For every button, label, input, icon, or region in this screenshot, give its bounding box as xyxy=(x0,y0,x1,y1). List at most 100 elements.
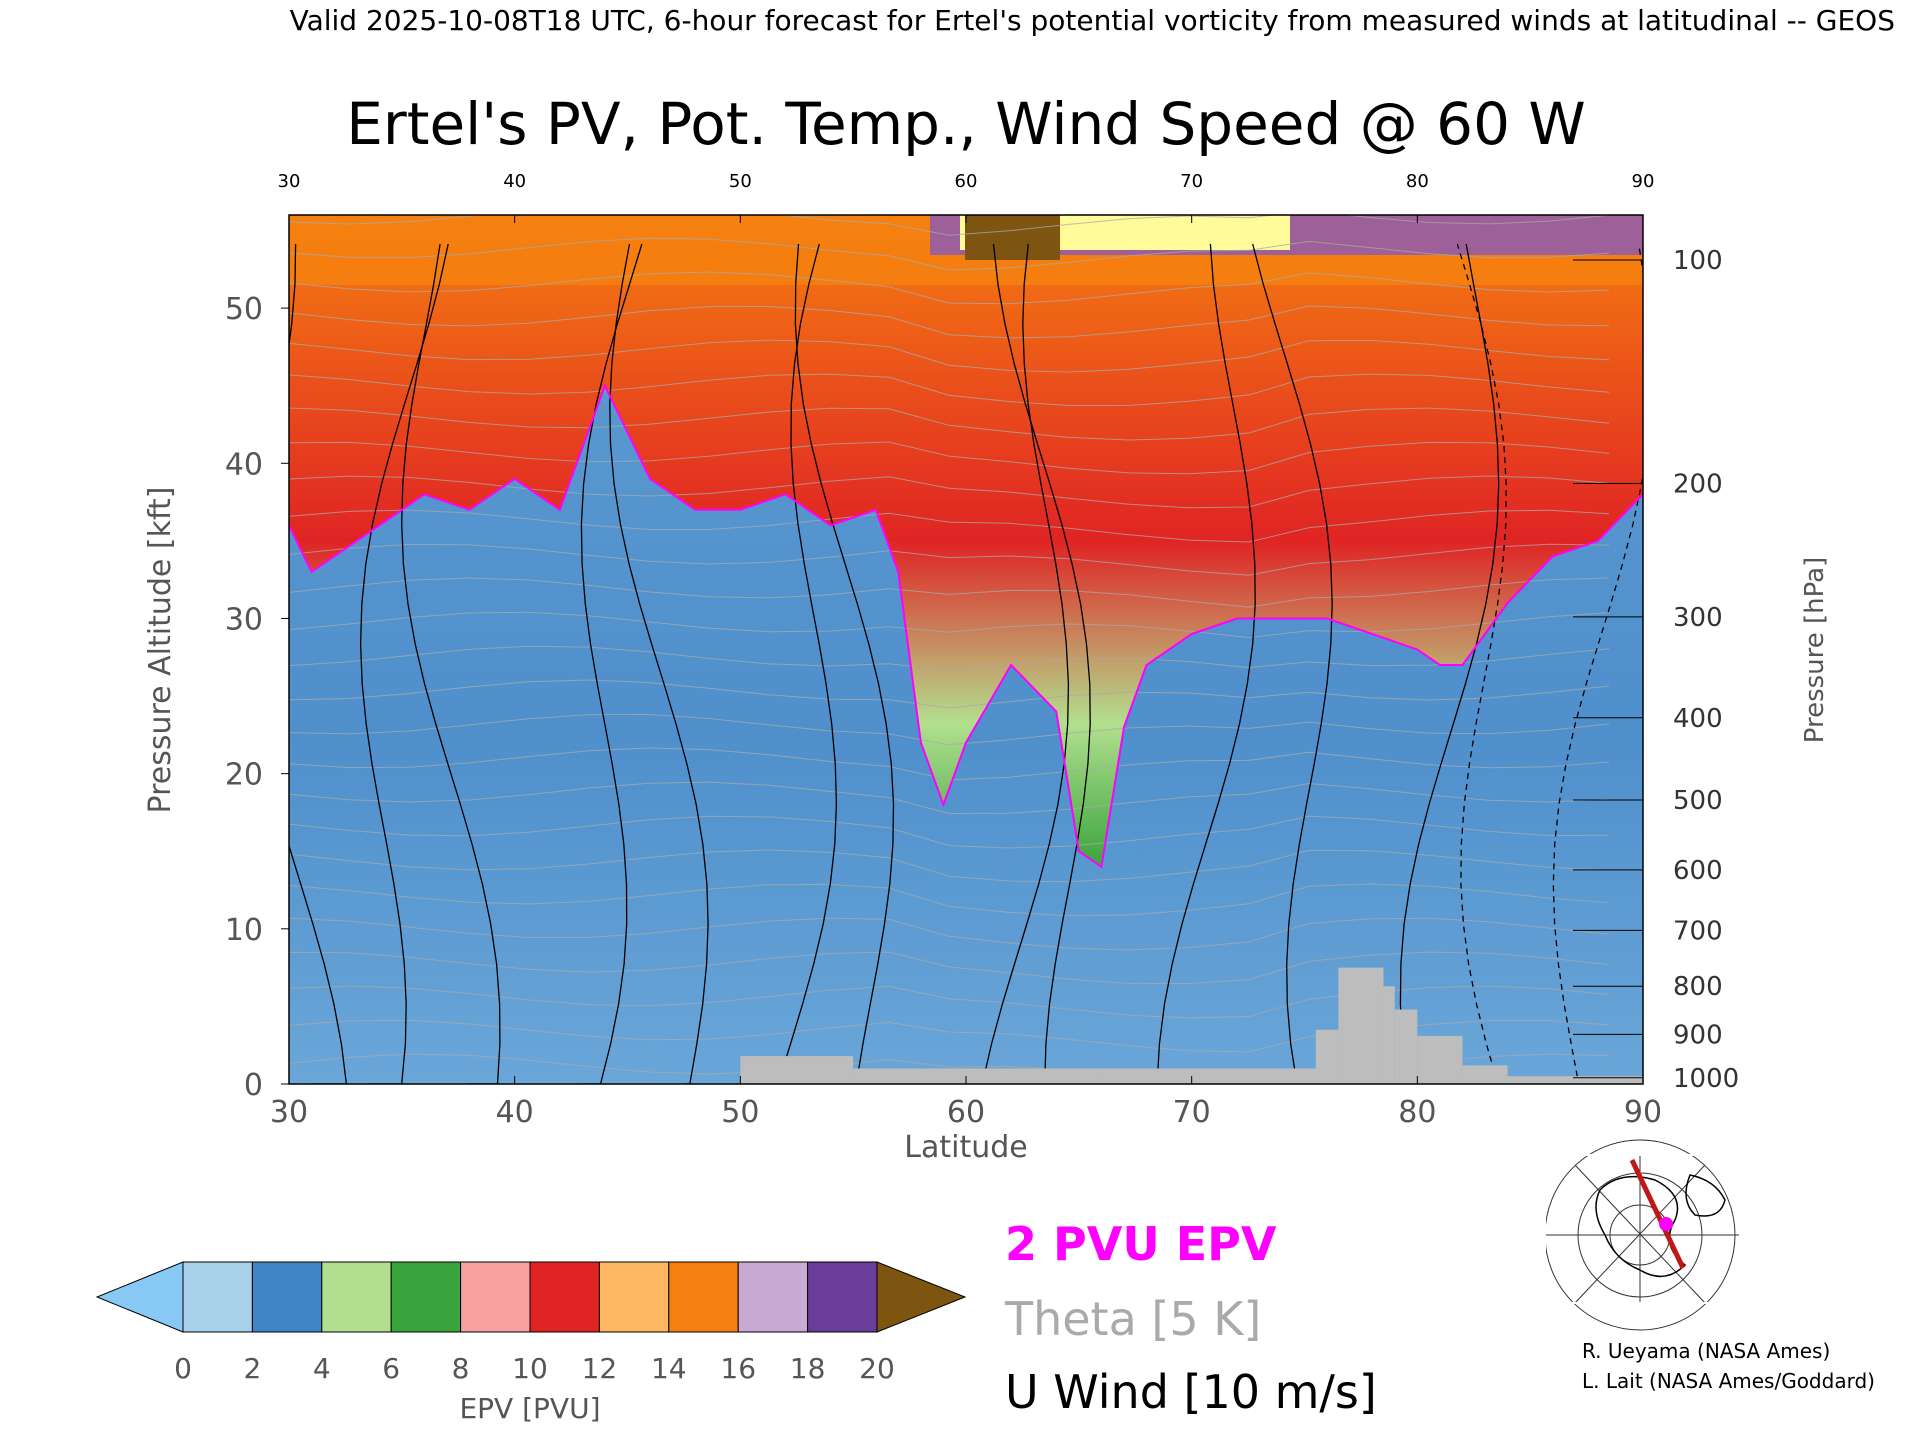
wind-contour xyxy=(777,243,838,1084)
theta-line xyxy=(289,713,1610,746)
terrain-block xyxy=(1383,986,1395,1084)
terrain-block xyxy=(1394,1009,1418,1084)
cross-section-marker xyxy=(1659,1217,1673,1231)
theta-line xyxy=(289,305,1610,339)
terrain-block xyxy=(1315,1029,1339,1084)
terrain-block xyxy=(1338,967,1384,1084)
theta-line xyxy=(289,815,1610,849)
colorbar-tick-label: 16 xyxy=(720,1352,756,1385)
pressure-tick-label: 300 xyxy=(1673,603,1723,633)
x-top-tick-label: 60 xyxy=(955,171,978,192)
terrain-mask xyxy=(740,967,1643,1084)
colorbar-segment xyxy=(737,1261,809,1333)
colorbar-tick-label: 6 xyxy=(382,1352,400,1385)
upper-brown-band xyxy=(965,215,1060,260)
x-tick-label: 40 xyxy=(496,1095,534,1130)
pressure-tick-label: 100 xyxy=(1673,246,1723,276)
pressure-tick-label: 600 xyxy=(1673,856,1723,886)
theta-line xyxy=(289,611,1610,639)
wind-contour xyxy=(992,243,1091,1084)
x-tick-label: 80 xyxy=(1398,1095,1436,1130)
wind-contour xyxy=(609,243,709,1084)
valid-time-line: Valid 2025-10-08T18 UTC, 6-hour forecast… xyxy=(290,4,1895,37)
theta-line xyxy=(289,917,1610,951)
theta-line xyxy=(289,237,1610,271)
pressure-tick-label: 900 xyxy=(1673,1020,1723,1050)
x-tick-label: 50 xyxy=(721,1095,759,1130)
theta-line xyxy=(289,951,1610,985)
terrain-block xyxy=(740,1056,854,1084)
terrain-block xyxy=(1101,1068,1328,1084)
pressure-tick-label: 800 xyxy=(1673,972,1723,1002)
wind-contour xyxy=(1252,243,1333,1084)
inset-map xyxy=(1544,1139,1741,1331)
plot-area xyxy=(289,215,1643,1084)
colorbar-tick-label: 20 xyxy=(859,1352,895,1385)
pressure-tick-label: 200 xyxy=(1673,469,1723,499)
colorbar-tick-label: 4 xyxy=(313,1352,331,1385)
theta-line xyxy=(289,747,1610,781)
wind-contour xyxy=(794,243,895,1084)
colorbar-tick-label: 14 xyxy=(651,1352,687,1385)
colorbar-tick-label: 10 xyxy=(512,1352,548,1385)
wind-contour xyxy=(401,243,501,1084)
pressure-tick-label: 1000 xyxy=(1673,1064,1739,1094)
y-tick-label: 50 xyxy=(225,292,263,327)
theta-line xyxy=(289,475,1610,509)
u-wind-contours xyxy=(289,243,1643,1084)
pv-2pvu-contour xyxy=(289,383,1643,869)
y-axis-label: Pressure Altitude [kft] xyxy=(143,487,178,814)
wind-contour xyxy=(1399,243,1500,1084)
y-tick-label: 20 xyxy=(225,758,263,793)
wind-contour xyxy=(981,243,1070,1084)
y2-axis-label: Pressure [hPa] xyxy=(1800,557,1830,744)
credit-line-2: L. Lait (NASA Ames/Goddard) xyxy=(1582,1369,1875,1393)
theta-line xyxy=(289,645,1610,671)
wind-contour xyxy=(1156,243,1256,1084)
colorbar-tick-label: 0 xyxy=(174,1352,192,1385)
colorbar-tick-label: 12 xyxy=(582,1352,618,1385)
terrain-block xyxy=(1417,1035,1463,1084)
colorbar-segment xyxy=(529,1261,600,1333)
x-tick-label: 90 xyxy=(1624,1095,1662,1130)
colorbar-over-arrow xyxy=(876,1261,967,1333)
colorbar-under-arrow xyxy=(95,1261,184,1333)
theta-line xyxy=(289,849,1610,883)
theta-line xyxy=(289,339,1610,373)
theta-line xyxy=(289,543,1610,576)
colorbar-segment xyxy=(668,1261,739,1333)
wind-contour xyxy=(580,243,643,1084)
wind-contour xyxy=(359,243,449,1084)
pressure-tick-label: 500 xyxy=(1673,786,1723,816)
theta-line xyxy=(289,373,1610,407)
theta-line xyxy=(289,215,1610,236)
theta-line xyxy=(289,271,1610,305)
y-tick-label: 10 xyxy=(225,913,263,948)
colorbar-segment xyxy=(807,1261,878,1333)
x-top-tick-label: 90 xyxy=(1632,171,1655,192)
terrain-block xyxy=(1462,1065,1508,1084)
x-axis-label: Latitude xyxy=(904,1130,1027,1165)
colorbar-segment xyxy=(182,1261,253,1333)
cross-section-path xyxy=(1629,1158,1686,1270)
colorbar-segment xyxy=(460,1261,531,1333)
theta-line xyxy=(289,679,1610,709)
legend-wind: U Wind [10 m/s] xyxy=(1005,1365,1377,1419)
wind-contour xyxy=(289,243,348,1084)
epv-colorbar: 0 2 4 6 8 10 12 14 16 18 20 xyxy=(95,1261,967,1385)
pressure-tick-label: 700 xyxy=(1673,916,1723,946)
terrain-block xyxy=(853,1068,1102,1084)
chart-title: Ertel's PV, Pot. Temp., Wind Speed @ 60 … xyxy=(346,90,1586,158)
theta-line xyxy=(289,509,1610,543)
theta-line xyxy=(289,441,1610,475)
x-tick-label: 70 xyxy=(1173,1095,1211,1130)
x-top-tick-label: 30 xyxy=(278,171,301,192)
theta-line xyxy=(289,883,1610,917)
legend-theta: Theta [5 K] xyxy=(1004,1292,1261,1346)
colorbar-tick-label: 18 xyxy=(790,1352,826,1385)
x-top-tick-label: 70 xyxy=(1180,171,1203,192)
pressure-tick-label: 400 xyxy=(1673,704,1723,734)
terrain-block xyxy=(1507,1076,1643,1084)
x-tick-label: 60 xyxy=(947,1095,985,1130)
